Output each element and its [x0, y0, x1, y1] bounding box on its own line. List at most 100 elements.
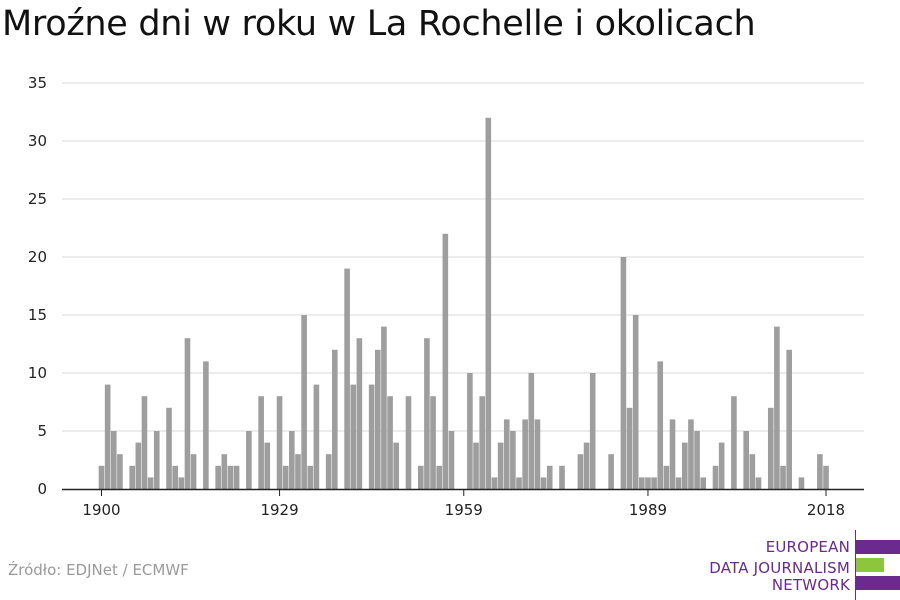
- bar-1902: [110, 431, 117, 489]
- bar-1992: [663, 465, 670, 489]
- bar-1983: [608, 454, 614, 489]
- bar-1965: [497, 442, 504, 489]
- bar-1946: [381, 326, 387, 489]
- bar-1903: [117, 454, 123, 489]
- bar-1962: [479, 396, 485, 489]
- bar-2014: [798, 477, 805, 489]
- bar-2010: [774, 326, 780, 489]
- gridlines: [62, 82, 864, 432]
- bar-1966: [503, 419, 510, 489]
- bar-1964: [491, 477, 498, 489]
- bar-1934: [307, 465, 314, 489]
- bar-1909: [153, 431, 160, 489]
- bar-2003: [731, 396, 737, 489]
- bar-1935: [313, 384, 320, 489]
- bar-1980: [589, 373, 596, 489]
- bar-2000: [712, 465, 719, 489]
- bar-1932: [295, 454, 301, 489]
- bar-1991: [657, 361, 664, 489]
- bar-1950: [405, 396, 412, 489]
- bar-1988: [639, 477, 645, 489]
- bar-2012: [786, 349, 792, 489]
- bar-1940: [344, 268, 350, 489]
- bar-1975: [559, 465, 565, 489]
- bar-2011: [780, 465, 786, 489]
- bar-1922: [233, 465, 240, 489]
- bar-1938: [332, 349, 338, 489]
- bar-2009: [767, 407, 774, 489]
- bar-1989: [645, 477, 651, 489]
- bar-1987: [632, 315, 639, 489]
- logo-text-line-1: EUROPEAN: [765, 538, 850, 556]
- bar-1957: [448, 431, 455, 489]
- bar-1905: [129, 465, 135, 489]
- x-tick-label: 1959: [445, 501, 483, 519]
- bar-1917: [203, 361, 209, 489]
- bar-1944: [368, 384, 375, 489]
- bar-1956: [442, 233, 449, 489]
- bar-1953: [424, 338, 430, 489]
- y-tick-label: 0: [37, 480, 47, 498]
- bar-1914: [184, 338, 191, 489]
- logo-bar-green: [856, 558, 884, 572]
- bar-2005: [743, 431, 749, 489]
- bar-1997: [694, 431, 700, 489]
- bar-2017: [817, 454, 823, 489]
- x-axis-ticks: 1900 1929 1959 1989 2018: [82, 489, 845, 519]
- logo-text-line-3: NETWORK: [771, 576, 850, 594]
- logo-bar-purple-top: [856, 540, 900, 554]
- bar-1995: [682, 442, 688, 489]
- bar-1906: [135, 442, 142, 489]
- bar-1994: [675, 477, 682, 489]
- bar-1967: [510, 431, 516, 489]
- bars: [98, 117, 829, 490]
- bar-1911: [166, 407, 172, 489]
- bar-1993: [669, 419, 676, 489]
- bar-1927: [264, 442, 271, 489]
- bar-1986: [626, 407, 633, 489]
- bar-1915: [190, 454, 197, 489]
- bar-1926: [258, 396, 264, 489]
- bar-1978: [577, 454, 584, 489]
- edjnet-logo: EUROPEAN DATA JOURNALISM NETWORK: [700, 530, 900, 600]
- bar-1913: [178, 477, 185, 489]
- bar-1921: [227, 465, 234, 489]
- bar-1920: [221, 454, 228, 489]
- bar-1968: [516, 477, 522, 489]
- bar-1969: [522, 419, 528, 489]
- bar-1901: [104, 384, 111, 489]
- bar-1908: [147, 477, 154, 489]
- bar-1971: [534, 419, 541, 489]
- y-tick-label: 25: [28, 190, 47, 208]
- bar-1955: [436, 465, 442, 489]
- bar-1945: [375, 349, 381, 489]
- bar-1912: [172, 465, 178, 489]
- bar-1900: [98, 465, 105, 489]
- bar-1963: [485, 117, 492, 490]
- bar-2007: [755, 477, 762, 489]
- bar-1961: [473, 442, 479, 489]
- x-tick-label: 1900: [82, 501, 120, 519]
- bar-1960: [467, 373, 473, 489]
- bar-1972: [540, 477, 547, 489]
- bar-1996: [688, 419, 694, 489]
- bar-1979: [583, 442, 590, 489]
- y-tick-label: 5: [37, 422, 47, 440]
- bar-1970: [528, 373, 535, 489]
- bar-1937: [325, 454, 332, 489]
- bar-1990: [651, 477, 657, 489]
- bar-1907: [141, 396, 148, 489]
- x-tick-label: 1929: [260, 501, 298, 519]
- bar-1919: [215, 465, 221, 489]
- bar-2001: [718, 442, 725, 489]
- source-note: Źródło: EDJNet / ECMWF: [8, 561, 189, 579]
- bar-1954: [430, 396, 436, 489]
- bar-1929: [276, 396, 283, 489]
- logo-bar-purple-bottom: [856, 576, 900, 590]
- bar-1948: [393, 442, 400, 489]
- bar-1941: [350, 384, 357, 489]
- bar-1933: [301, 315, 307, 489]
- bar-1947: [387, 396, 393, 489]
- chart-title: Mroźne dni w roku w La Rochelle i okolic…: [2, 4, 756, 44]
